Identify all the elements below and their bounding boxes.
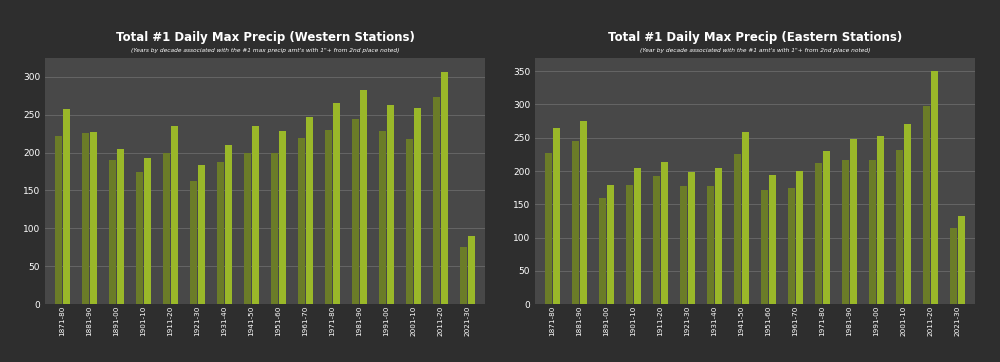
Bar: [572, 141, 579, 304]
Bar: [688, 172, 695, 304]
Bar: [707, 186, 714, 304]
Bar: [607, 185, 614, 304]
Bar: [325, 130, 332, 304]
Bar: [333, 104, 340, 304]
Bar: [271, 153, 278, 304]
Bar: [661, 162, 668, 304]
Bar: [198, 165, 205, 304]
Bar: [109, 160, 116, 304]
Bar: [279, 131, 286, 304]
Bar: [742, 132, 749, 304]
Bar: [769, 175, 776, 304]
Bar: [252, 126, 259, 304]
Bar: [360, 90, 367, 304]
Bar: [634, 168, 641, 304]
Bar: [387, 105, 394, 304]
Bar: [217, 163, 224, 304]
Bar: [63, 109, 70, 304]
Bar: [433, 97, 440, 304]
Bar: [225, 145, 232, 304]
Bar: [788, 188, 795, 304]
Bar: [171, 126, 178, 304]
Bar: [823, 151, 830, 304]
Bar: [896, 150, 903, 304]
Bar: [842, 160, 849, 304]
Bar: [815, 163, 822, 304]
Bar: [460, 247, 467, 304]
Title: Total #1 Daily Max Precip (Western Stations): Total #1 Daily Max Precip (Western Stati…: [116, 31, 414, 44]
Bar: [90, 132, 97, 304]
Bar: [761, 190, 768, 304]
Bar: [680, 186, 687, 304]
Bar: [55, 136, 62, 304]
Bar: [441, 72, 448, 304]
Bar: [468, 236, 475, 304]
Bar: [136, 172, 143, 304]
Bar: [306, 117, 313, 304]
Bar: [352, 118, 359, 304]
Bar: [414, 108, 421, 304]
Bar: [796, 171, 803, 304]
Bar: [931, 71, 938, 304]
Bar: [144, 158, 151, 304]
Bar: [580, 121, 587, 304]
Text: (Years by decade associated with the #1 max precip amt's with 1"+ from 2nd place: (Years by decade associated with the #1 …: [131, 48, 399, 53]
Bar: [244, 153, 251, 304]
Bar: [545, 153, 552, 304]
Text: (Year by decade associated with the #1 amt's with 1"+ from 2nd place noted): (Year by decade associated with the #1 a…: [640, 48, 870, 53]
Bar: [923, 106, 930, 304]
Bar: [190, 181, 197, 304]
Bar: [379, 131, 386, 304]
Bar: [82, 133, 89, 304]
Bar: [599, 198, 606, 304]
Bar: [950, 228, 957, 304]
Bar: [869, 160, 876, 304]
Title: Total #1 Daily Max Precip (Eastern Stations): Total #1 Daily Max Precip (Eastern Stati…: [608, 31, 902, 44]
Bar: [958, 216, 965, 304]
Bar: [163, 153, 170, 304]
Bar: [734, 154, 741, 304]
Bar: [406, 139, 413, 304]
Bar: [904, 124, 911, 304]
Bar: [850, 139, 857, 304]
Bar: [715, 168, 722, 304]
Bar: [553, 128, 560, 304]
Bar: [626, 185, 633, 304]
Bar: [653, 176, 660, 304]
Bar: [877, 136, 884, 304]
Bar: [117, 149, 124, 304]
Bar: [298, 138, 305, 304]
